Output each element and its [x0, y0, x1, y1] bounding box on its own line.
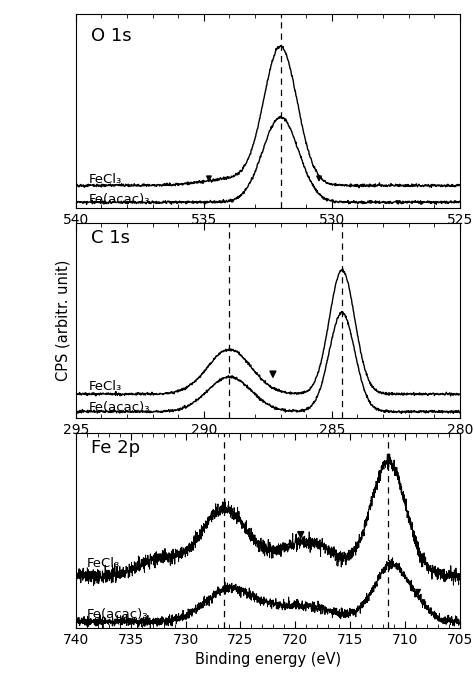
Text: Fe 2p: Fe 2p: [91, 439, 140, 457]
Text: C 1s: C 1s: [91, 230, 130, 247]
Y-axis label: CPS (arbitr. unit): CPS (arbitr. unit): [55, 260, 70, 381]
Text: FeCl₃: FeCl₃: [89, 173, 122, 186]
Text: Fe(acac)₃: Fe(acac)₃: [89, 401, 150, 414]
Text: Fe(acac)₃: Fe(acac)₃: [89, 193, 150, 206]
X-axis label: Binding energy (eV): Binding energy (eV): [195, 652, 341, 667]
Text: FeCl₃: FeCl₃: [89, 380, 122, 393]
Text: Fe(acac)₃: Fe(acac)₃: [87, 608, 148, 621]
Text: O 1s: O 1s: [91, 27, 132, 45]
Text: FeCl₃: FeCl₃: [87, 557, 120, 570]
